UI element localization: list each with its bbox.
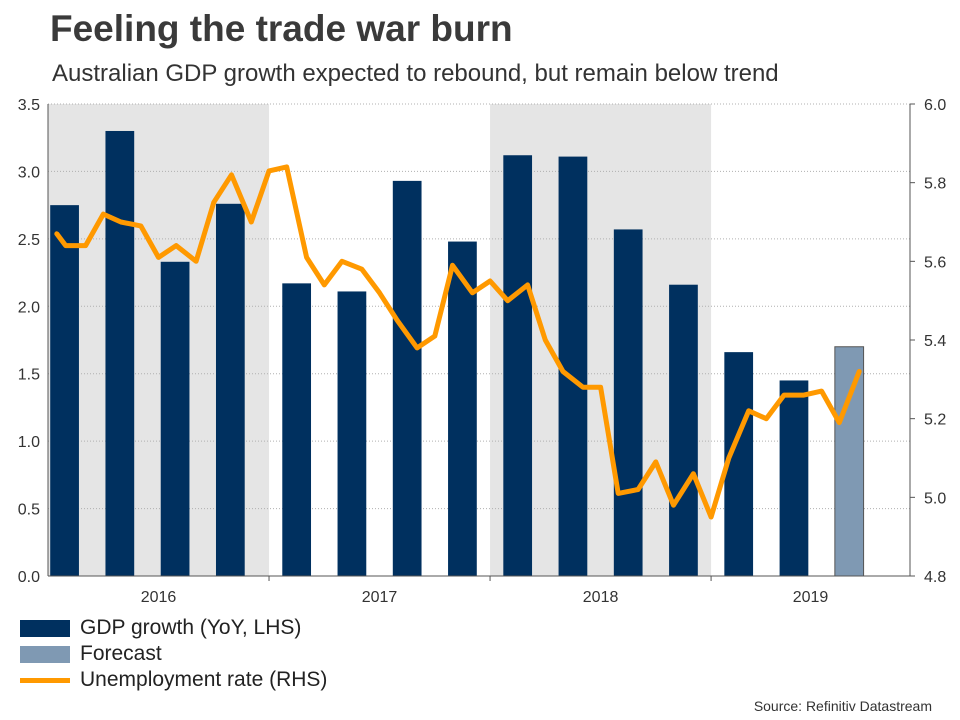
left-tick-label: 1.0 bbox=[18, 434, 40, 451]
gdp-bar bbox=[392, 180, 422, 576]
legend-swatch-gdp bbox=[20, 619, 70, 637]
source-note: Source: Refinitiv Datastream bbox=[753, 698, 932, 714]
chart-subtitle: Australian GDP growth expected to reboun… bbox=[52, 60, 779, 87]
gdp-bar bbox=[779, 380, 809, 576]
legend-item-forecast: Forecast bbox=[20, 641, 327, 667]
right-tick-label: 5.8 bbox=[924, 176, 946, 193]
left-tick-label: 0.0 bbox=[18, 569, 40, 586]
left-tick-label: 1.5 bbox=[18, 367, 40, 384]
left-tick-label: 3.5 bbox=[18, 97, 40, 114]
gdp-bar bbox=[448, 241, 477, 576]
right-tick-label: 5.2 bbox=[924, 412, 946, 429]
chart-title: Feeling the trade war burn bbox=[50, 8, 513, 49]
legend-label-gdp: GDP growth (YoY, LHS) bbox=[80, 616, 302, 639]
gdp-bar bbox=[160, 261, 190, 576]
legend-swatch-forecast bbox=[20, 645, 70, 663]
legend-label-unemployment: Unemployment rate (RHS) bbox=[80, 668, 328, 691]
gdp-bar bbox=[613, 229, 643, 576]
gdp-bar bbox=[337, 291, 367, 576]
left-tick-label: 0.5 bbox=[18, 502, 40, 519]
right-tick-label: 6.0 bbox=[924, 97, 946, 114]
gdp-bar bbox=[669, 284, 698, 576]
year-label: 2019 bbox=[793, 589, 829, 606]
forecast-bar bbox=[834, 346, 865, 577]
legend-item-gdp: GDP growth (YoY, LHS) bbox=[20, 615, 327, 641]
gdp-bar bbox=[50, 205, 79, 576]
legend-swatch-unemployment bbox=[20, 677, 70, 683]
year-label: 2017 bbox=[362, 589, 398, 606]
left-tick-label: 2.5 bbox=[18, 232, 40, 249]
gdp-bar bbox=[105, 130, 135, 576]
right-tick-label: 4.8 bbox=[924, 569, 946, 586]
right-tick-label: 5.0 bbox=[924, 490, 946, 507]
year-label: 2016 bbox=[141, 589, 177, 606]
left-tick-label: 2.0 bbox=[18, 299, 40, 316]
left-tick-label: 3.0 bbox=[18, 164, 40, 181]
legend-label-forecast: Forecast bbox=[80, 642, 162, 665]
gdp-bar bbox=[503, 155, 533, 576]
right-tick-label: 5.6 bbox=[924, 254, 946, 271]
gdp-bar bbox=[282, 283, 312, 576]
year-label: 2018 bbox=[583, 589, 619, 606]
legend-item-unemployment: Unemployment rate (RHS) bbox=[20, 667, 327, 693]
gdp-bar bbox=[558, 156, 588, 576]
right-tick-label: 5.4 bbox=[924, 333, 946, 350]
unemployment-line bbox=[54, 164, 862, 520]
gdp-bar bbox=[215, 203, 245, 576]
legend: GDP growth (YoY, LHS) Forecast Unemploym… bbox=[20, 615, 327, 693]
